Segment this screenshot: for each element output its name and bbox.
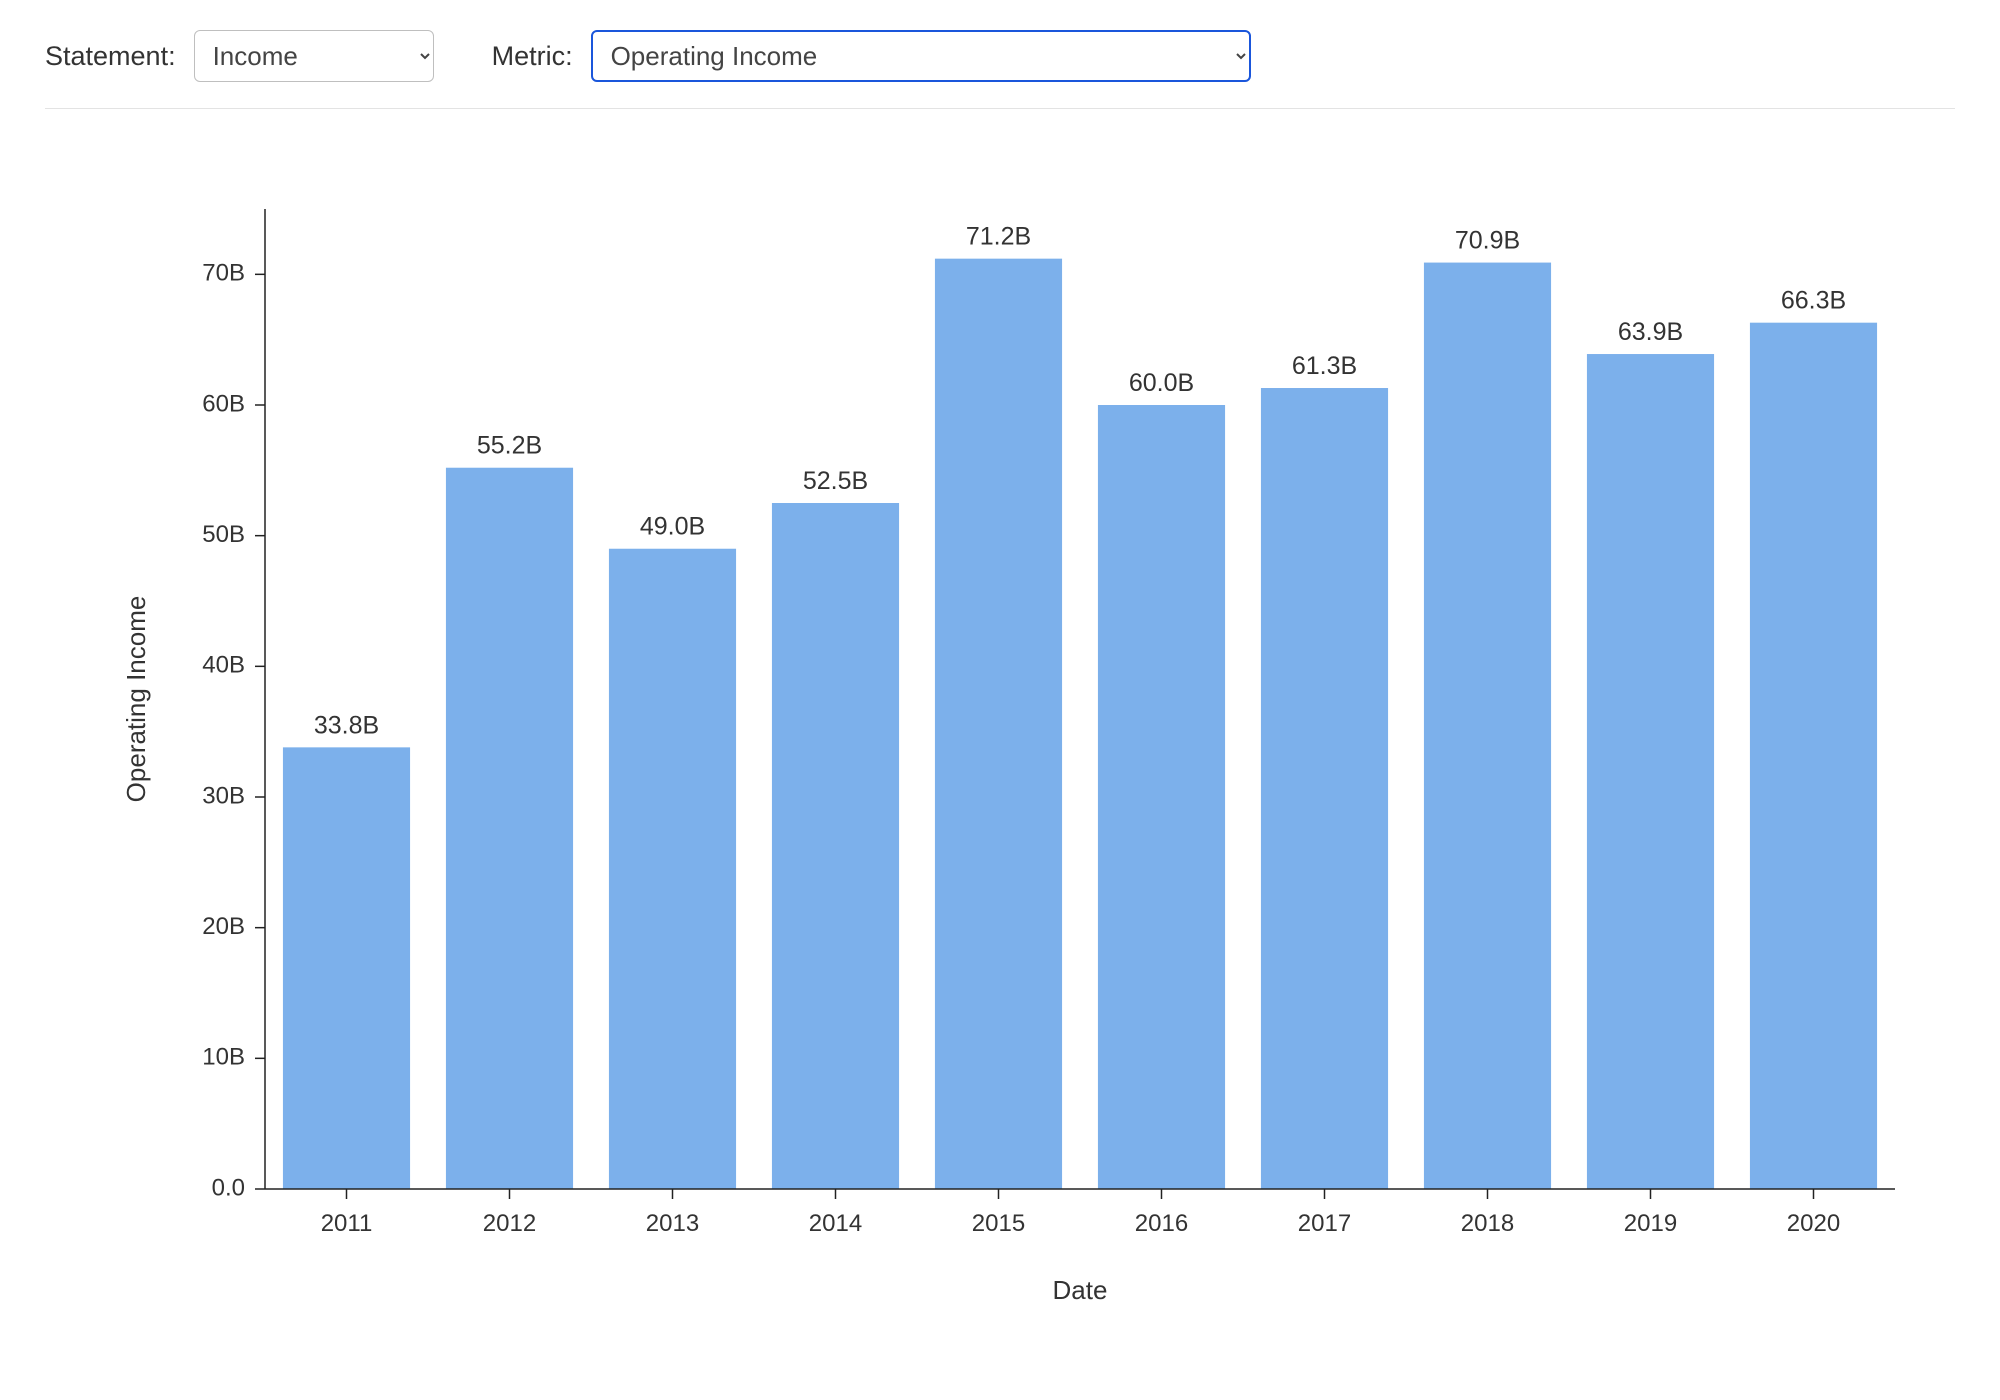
bar xyxy=(1424,263,1551,1189)
x-tick-label: 2013 xyxy=(646,1210,699,1237)
y-tick-label: 20B xyxy=(202,913,245,940)
x-tick-label: 2014 xyxy=(809,1210,862,1237)
bar-value-label: 70.9B xyxy=(1455,227,1520,255)
metric-select[interactable]: Operating Income xyxy=(591,30,1251,82)
bar-value-label: 33.8B xyxy=(314,711,379,739)
bar-value-label: 71.2B xyxy=(966,223,1031,251)
x-tick-label: 2016 xyxy=(1135,1210,1188,1237)
bar xyxy=(772,503,899,1189)
x-tick-label: 2018 xyxy=(1461,1210,1514,1237)
y-tick-label: 70B xyxy=(202,260,245,287)
metric-label: Metric: xyxy=(492,41,573,72)
y-axis-title: Operating Income xyxy=(121,596,151,803)
bar xyxy=(446,468,573,1189)
x-tick-label: 2017 xyxy=(1298,1210,1351,1237)
bar-value-label: 49.0B xyxy=(640,513,705,541)
bar xyxy=(283,747,410,1189)
bar-value-label: 60.0B xyxy=(1129,369,1194,397)
y-tick-label: 10B xyxy=(202,1044,245,1071)
divider xyxy=(45,108,1955,109)
statement-select[interactable]: Income xyxy=(194,30,434,82)
bar xyxy=(1750,323,1877,1189)
bar-value-label: 63.9B xyxy=(1618,318,1683,346)
bar xyxy=(1261,388,1388,1189)
chart-area: 0.0 10B 20B 30B 40B 50B 60B 70B 33.8B 2011 55.2B 20… xyxy=(45,169,1955,1339)
bar xyxy=(935,259,1062,1189)
x-tick-label: 2011 xyxy=(321,1210,373,1237)
x-tick-label: 2015 xyxy=(972,1210,1025,1237)
y-tick-label: 40B xyxy=(202,652,245,679)
statement-label: Statement: xyxy=(45,41,176,72)
bar-value-label: 55.2B xyxy=(477,432,542,460)
x-tick-label: 2019 xyxy=(1624,1210,1677,1237)
y-tick-label: 30B xyxy=(202,782,245,809)
bar xyxy=(1587,354,1714,1189)
y-tick-label: 60B xyxy=(202,390,245,417)
x-tick-label: 2012 xyxy=(483,1210,536,1237)
y-tick-label: 50B xyxy=(202,521,245,548)
bar xyxy=(609,549,736,1189)
y-tick-label: 0.0 xyxy=(212,1174,245,1201)
bar xyxy=(1098,405,1225,1189)
bar-value-label: 52.5B xyxy=(803,467,868,495)
controls-bar: Statement: Income Metric: Operating Inco… xyxy=(45,30,1955,82)
x-tick-label: 2020 xyxy=(1787,1210,1840,1237)
bar-chart: 0.0 10B 20B 30B 40B 50B 60B 70B 33.8B 2011 55.2B 20… xyxy=(45,169,1925,1339)
bar-value-label: 61.3B xyxy=(1292,352,1357,380)
bar-value-label: 66.3B xyxy=(1781,287,1846,315)
x-axis-title: Date xyxy=(1053,1275,1108,1305)
